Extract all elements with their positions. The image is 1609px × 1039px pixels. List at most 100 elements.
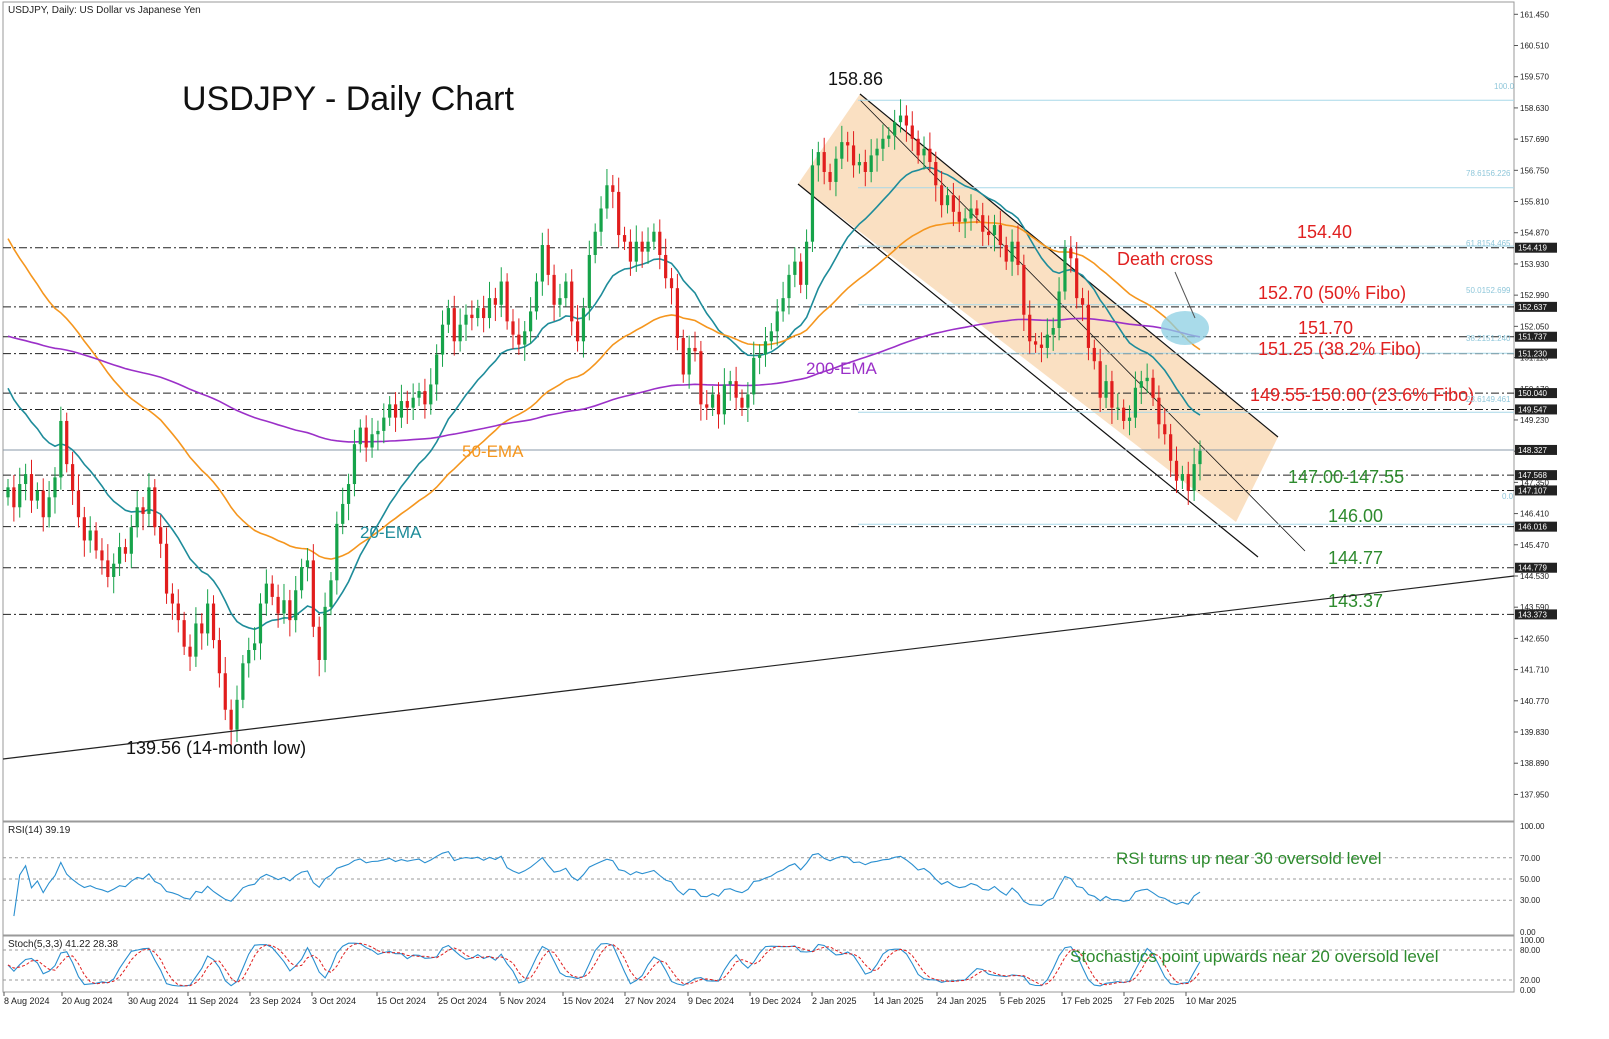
candle xyxy=(746,382,750,422)
price-tag-box xyxy=(1515,348,1557,359)
candle-body xyxy=(264,583,268,604)
candle-body xyxy=(722,384,726,415)
candle-body xyxy=(840,142,844,159)
candle-body xyxy=(1045,334,1049,348)
candle-body xyxy=(793,261,797,275)
candle xyxy=(1080,287,1085,322)
candle xyxy=(863,149,867,187)
price-tag: 154.419 xyxy=(1515,242,1557,253)
candle xyxy=(458,308,462,352)
candle xyxy=(1075,242,1079,309)
price-tag-box xyxy=(1515,404,1557,415)
date-axis: 8 Aug 2024 20 Aug 2024 30 Aug 2024 11 Sep 2… xyxy=(3,992,1237,1006)
price-tag: 149.547 xyxy=(1515,404,1557,415)
candle-body xyxy=(382,417,386,431)
candle-body xyxy=(828,171,832,182)
price-tag-label: 147.568 xyxy=(1518,471,1547,480)
candle xyxy=(722,368,726,425)
candle xyxy=(652,223,656,250)
candle-body xyxy=(981,215,985,232)
candle xyxy=(540,232,544,296)
candle xyxy=(223,656,227,721)
candle-body xyxy=(476,308,480,319)
candle xyxy=(734,366,738,411)
ema-lines xyxy=(7,166,1201,631)
candle xyxy=(711,386,715,416)
candle xyxy=(288,589,292,637)
candle xyxy=(640,231,644,268)
candle-body xyxy=(235,699,239,730)
level-154-40: 154.40 xyxy=(1297,222,1352,242)
candle-body xyxy=(934,162,938,186)
candle xyxy=(1192,447,1196,501)
candle-body xyxy=(564,281,568,299)
candle-body xyxy=(35,490,39,501)
candle-body xyxy=(18,484,22,508)
price-axis: 161.450 160.510 159.570 158.630 157.690 156.7… xyxy=(1514,10,1549,799)
candle-body xyxy=(552,274,556,305)
candle-body xyxy=(634,241,638,262)
candle-body xyxy=(317,626,321,660)
candle-body xyxy=(147,487,151,514)
candle xyxy=(1063,240,1067,300)
price-tag-label: 151.737 xyxy=(1518,333,1547,342)
candle-body xyxy=(388,404,392,418)
candle xyxy=(951,182,955,227)
candle-body xyxy=(129,527,133,554)
candle-body xyxy=(223,673,227,710)
candle xyxy=(176,589,180,633)
candle xyxy=(499,267,503,318)
candle xyxy=(141,496,145,531)
y-tick-label: 152.990 xyxy=(1520,291,1549,300)
stoch-header: Stoch(5,3,3) 41.22 28.38 xyxy=(8,939,119,950)
candle-body xyxy=(47,497,51,518)
candle xyxy=(1004,236,1008,270)
level-152-70: 152.70 (50% Fibo) xyxy=(1258,283,1406,303)
candle xyxy=(611,174,615,209)
candle xyxy=(675,273,680,351)
candle-body xyxy=(305,560,310,568)
candle xyxy=(341,487,345,535)
candle xyxy=(622,226,627,250)
price-tag-label: 148.327 xyxy=(1518,446,1547,455)
candle xyxy=(417,382,421,407)
candle-body xyxy=(540,245,544,282)
candle xyxy=(804,229,809,300)
candle xyxy=(1086,290,1091,361)
candle-body xyxy=(364,427,368,448)
candle-body xyxy=(910,125,914,139)
level-149-55-150: 149.55-150.00 (23.6% Fibo) xyxy=(1250,385,1474,405)
candle xyxy=(599,196,603,247)
candle xyxy=(12,475,16,522)
x-tick-label: 14 Jan 2025 xyxy=(874,996,924,1006)
candle xyxy=(1104,364,1108,409)
candle-body xyxy=(499,281,503,305)
candle xyxy=(311,544,315,638)
candle xyxy=(975,200,979,224)
candle-body xyxy=(799,261,803,285)
candle-body xyxy=(851,145,856,166)
candle-body xyxy=(200,623,204,634)
candle xyxy=(1069,236,1073,273)
y-tick-label: 154.870 xyxy=(1520,229,1549,238)
candle xyxy=(728,370,732,401)
candle-body xyxy=(341,503,345,524)
symbol-header: USDJPY, Daily: US Dollar vs Japanese Yen xyxy=(8,5,201,16)
candle xyxy=(505,273,509,330)
x-tick-label: 25 Oct 2024 xyxy=(438,996,487,1006)
level-151-25: 151.25 (38.2% Fibo) xyxy=(1258,339,1421,359)
y-tick-label: 155.810 xyxy=(1520,198,1549,207)
candle xyxy=(358,419,362,453)
candle-body xyxy=(1198,450,1202,465)
candle-body xyxy=(1104,381,1108,398)
candle-body xyxy=(511,321,515,335)
candle-body xyxy=(335,523,339,581)
candle-body xyxy=(440,324,445,355)
stoch-annotation: Stochastics point upwards near 20 overso… xyxy=(1070,947,1439,966)
y-tick-label: 141.710 xyxy=(1520,666,1549,675)
candle-body xyxy=(1139,381,1143,388)
candle-body xyxy=(834,158,838,182)
candle-body xyxy=(957,211,961,222)
candle xyxy=(887,127,891,148)
